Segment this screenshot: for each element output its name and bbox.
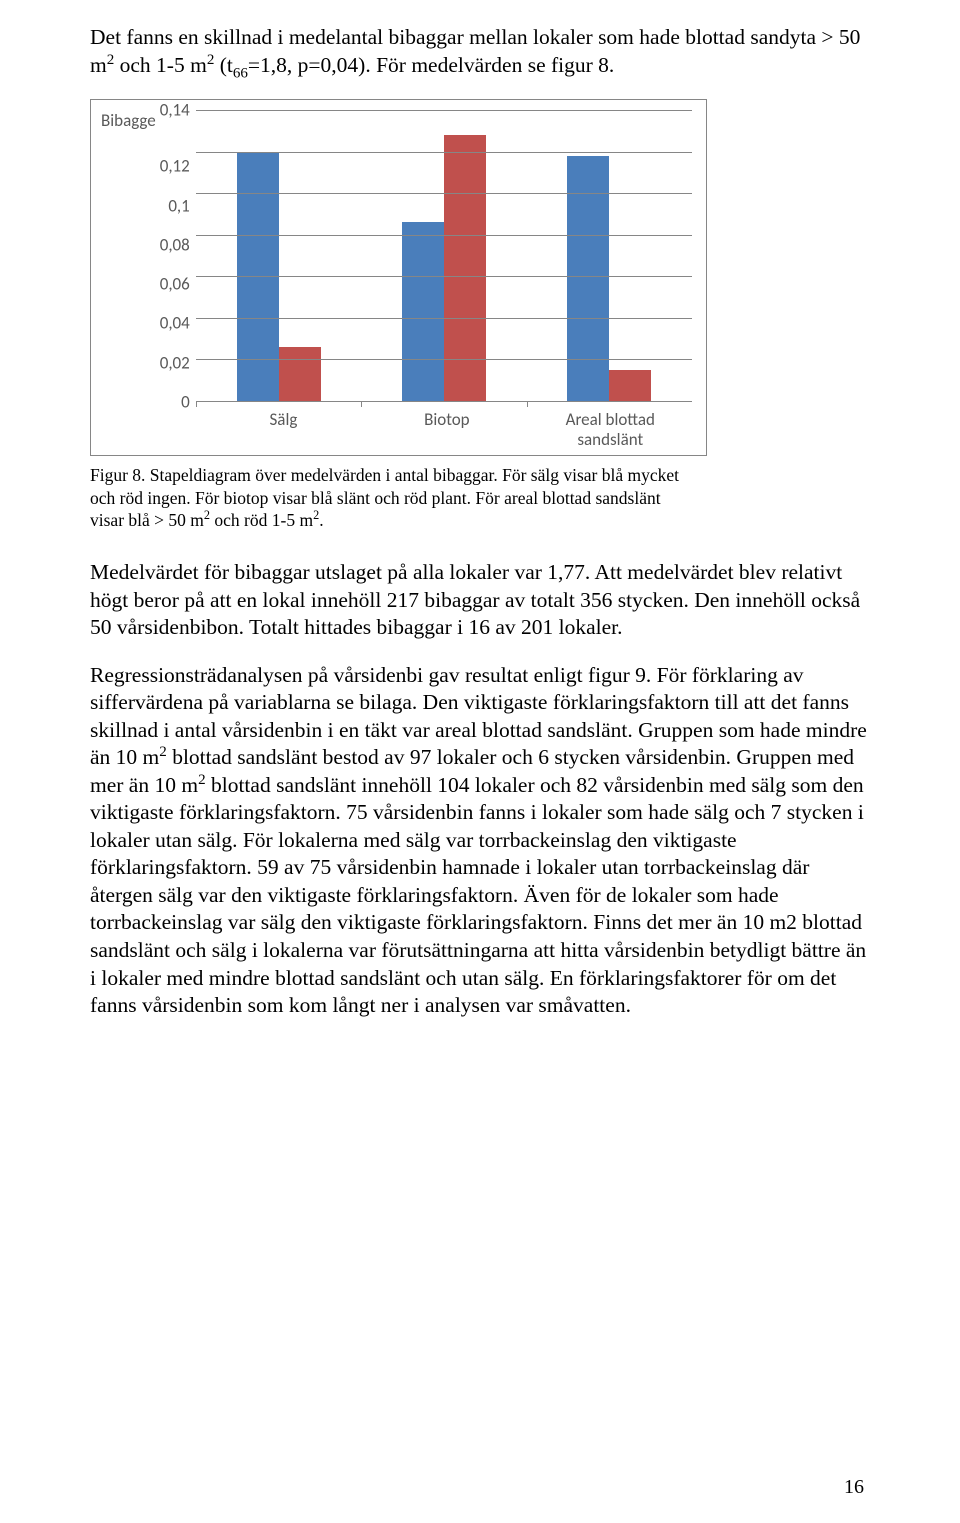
chart-gridline: [196, 110, 692, 111]
caption-b: och röd 1-5 m: [210, 510, 313, 530]
chart-gridline: [196, 193, 692, 194]
p1-b: och 1-5 m: [114, 53, 207, 77]
chart-y-tick: 0,1: [168, 197, 189, 214]
chart-gridline: [196, 359, 692, 360]
chart-group: [361, 110, 526, 401]
paragraph-2: Medelvärdet för bibaggar utslaget på all…: [90, 559, 870, 642]
chart-gridline: [196, 276, 692, 277]
chart-x-labels: SälgBiotopAreal blottadsandslänt: [202, 402, 692, 449]
chart-bar: [444, 135, 486, 401]
chart-grid: [196, 110, 692, 402]
chart-x-tick: [527, 401, 528, 407]
chart-y-tick: 0: [181, 394, 190, 411]
chart-bar: [279, 347, 321, 401]
p3-c: blottad sandslänt innehöll 104 lokaler o…: [90, 773, 866, 1017]
chart-y-tick: 0,12: [160, 158, 190, 175]
chart-y-tick: 0,14: [160, 102, 190, 119]
paragraph-3: Regressionsträdanalysen på vårsidenbi ga…: [90, 662, 870, 1020]
chart-gridline: [196, 318, 692, 319]
chart-x-tick: [196, 401, 197, 407]
chart-gridline: [196, 235, 692, 236]
p1-c: (t: [214, 53, 233, 77]
caption-a: Figur 8. Stapeldiagram över medelvärden …: [90, 465, 679, 530]
chart-y-title: Bibagge: [101, 110, 160, 449]
chart-x-label: Biotop: [365, 402, 528, 449]
paragraph-1: Det fanns en skillnad i medelantal bibag…: [90, 24, 870, 79]
page-number: 16: [844, 1476, 864, 1499]
chart-x-label: Sälg: [202, 402, 365, 449]
chart-y-tick: 0,02: [160, 354, 190, 371]
caption-c: .: [319, 510, 323, 530]
chart-group: [527, 110, 692, 401]
figure-caption: Figur 8. Stapeldiagram över medelvärden …: [90, 464, 680, 531]
chart-y-tick: 0,08: [160, 236, 190, 253]
p3-sup-1: 2: [159, 744, 167, 760]
chart-y-labels: 0,140,120,10,080,060,040,020: [160, 110, 196, 402]
chart-y-tick: 0,06: [160, 276, 190, 293]
chart-container: Bibagge 0,14 0,12 0,1 0,08 0,06 0,04 0,02 0 Säl…: [90, 99, 707, 456]
p1-d: =1,8, p=0,04). För medelvärden se figur …: [248, 53, 614, 77]
p3-sup-2: 2: [198, 772, 206, 788]
chart-gridline: [196, 152, 692, 153]
sub-66: 66: [233, 65, 248, 81]
chart-x-label: Areal blottadsandslänt: [529, 402, 692, 449]
chart-x-tick: [361, 401, 362, 407]
chart-bar: [609, 370, 651, 401]
chart-bar: [402, 222, 444, 401]
chart-y-tick: 0,04: [160, 315, 190, 332]
chart-group: [196, 110, 361, 401]
